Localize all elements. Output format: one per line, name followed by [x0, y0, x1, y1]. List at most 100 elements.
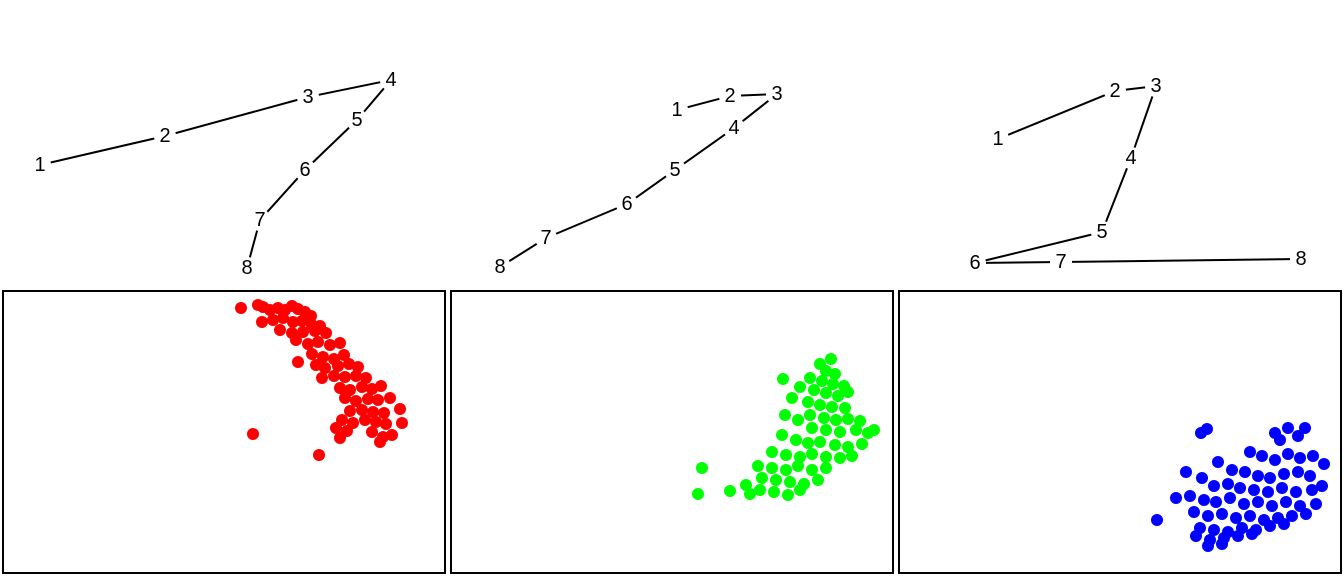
- scatter-point: [834, 426, 846, 438]
- scatter-point: [814, 399, 826, 411]
- trajectory-segment-1-2: [1007, 94, 1106, 136]
- scatter-point: [1274, 434, 1286, 446]
- scatter-point: [806, 464, 818, 476]
- scatter-point: [344, 405, 356, 417]
- panel-1: 1 2 3 4 5 6 7 8: [2, 69, 446, 574]
- trajectory-segment-7-8: [248, 230, 259, 258]
- scatter-point: [1282, 422, 1294, 434]
- point-label-3: 3: [1150, 75, 1161, 97]
- scatter-point: [794, 484, 806, 496]
- scatter-point: [804, 372, 816, 384]
- scatter-point: [297, 326, 309, 338]
- scatter-frame-panel-3: [898, 290, 1342, 574]
- scatter-point: [818, 412, 830, 424]
- scatter-point: [1224, 492, 1236, 504]
- scatter-point: [792, 414, 804, 426]
- trajectory-segment-1-2: [50, 137, 155, 164]
- trajectory-segment-5-6: [312, 126, 350, 164]
- scatter-point: [305, 310, 317, 322]
- scatter-point: [375, 380, 387, 392]
- trajectory-panel-1: 1 2 3 4 5 6 7 8: [34, 69, 396, 279]
- scatter-point: [356, 381, 368, 393]
- scatter-point: [832, 390, 844, 402]
- scatter-point: [386, 429, 398, 441]
- scatter-point: [782, 489, 794, 501]
- scatter-point: [312, 336, 324, 348]
- scatter-point: [1212, 456, 1224, 468]
- scatter-point: [1252, 470, 1264, 482]
- trajectory-segment-5-6: [985, 233, 1092, 262]
- trajectory-segment-7-8: [508, 243, 538, 262]
- scatter-point: [1180, 466, 1192, 478]
- scatter-point: [1307, 450, 1319, 462]
- scatter-point: [1184, 490, 1196, 502]
- point-label-5: 5: [1096, 221, 1107, 243]
- scatter-point: [359, 414, 371, 426]
- scatter-point: [812, 474, 824, 486]
- scatter-point: [820, 462, 832, 474]
- trajectory-segment-6-7: [266, 177, 299, 213]
- scatter-point: [339, 392, 351, 404]
- scatter-point: [850, 424, 862, 436]
- trajectory-segment-7-8: [1071, 258, 1291, 263]
- scatter-point: [292, 356, 304, 368]
- scatter-point: [1256, 450, 1268, 462]
- scatter-point: [1306, 484, 1318, 496]
- scatter-point: [1239, 466, 1251, 478]
- scatter-point: [396, 417, 408, 429]
- scatter-point: [352, 361, 364, 373]
- scatter-panel-1: [235, 299, 408, 461]
- point-label-8: 8: [1295, 248, 1306, 270]
- scatter-point: [1286, 510, 1298, 522]
- scatter-point: [766, 462, 778, 474]
- scatter-point: [790, 434, 802, 446]
- scatter-point: [754, 484, 766, 496]
- scatter-point: [834, 452, 846, 464]
- scatter-point: [770, 474, 782, 486]
- scatter-point: [846, 450, 858, 462]
- scatter-point: [806, 422, 818, 434]
- point-label-2: 2: [1109, 80, 1120, 102]
- trajectory-segment-6-7: [985, 261, 1051, 264]
- point-label-8: 8: [494, 256, 505, 278]
- scatter-point: [317, 351, 329, 363]
- scatter-point: [324, 339, 336, 351]
- scatter-point: [842, 441, 854, 453]
- scatter-point: [1201, 423, 1213, 435]
- scatter-point: [1292, 430, 1304, 442]
- scatter-point: [802, 437, 814, 449]
- scatter-point: [302, 338, 314, 350]
- scatter-point: [792, 460, 804, 472]
- scatter-point: [794, 451, 806, 463]
- scatter-point: [1266, 500, 1278, 512]
- trajectory-segment-4-5: [683, 133, 726, 165]
- scatter-point: [256, 316, 268, 328]
- scatter-point: [776, 429, 788, 441]
- scatter-point: [372, 394, 384, 406]
- scatter-point: [1278, 468, 1290, 480]
- scatter-point: [247, 428, 259, 440]
- scatter-point: [350, 395, 362, 407]
- panel-3: 1 2 3 4 5 6 7 8: [898, 75, 1342, 574]
- scatter-point: [768, 486, 780, 498]
- trajectory-panel-3: 1 2 3 4 5 6 7 8: [969, 75, 1306, 274]
- scatter-point: [1208, 480, 1220, 492]
- trajectory-segment-6-7: [555, 207, 618, 235]
- scatter-point: [306, 348, 318, 360]
- point-label-3: 3: [302, 86, 313, 108]
- point-label-4: 4: [728, 117, 739, 139]
- scatter-point: [1202, 510, 1214, 522]
- scatter-point: [1238, 498, 1250, 510]
- scatter-point: [784, 476, 796, 488]
- scatter-point: [1278, 518, 1290, 530]
- point-label-3: 3: [771, 83, 782, 105]
- trajectory-segment-4-5: [1105, 167, 1128, 223]
- scatter-point: [868, 424, 880, 436]
- scatter-point: [320, 327, 332, 339]
- scatter-point: [806, 448, 818, 460]
- point-label-8: 8: [241, 257, 252, 279]
- scatter-point: [334, 432, 346, 444]
- scatter-point: [334, 382, 346, 394]
- point-label-6: 6: [621, 193, 632, 215]
- scatter-point: [826, 401, 838, 413]
